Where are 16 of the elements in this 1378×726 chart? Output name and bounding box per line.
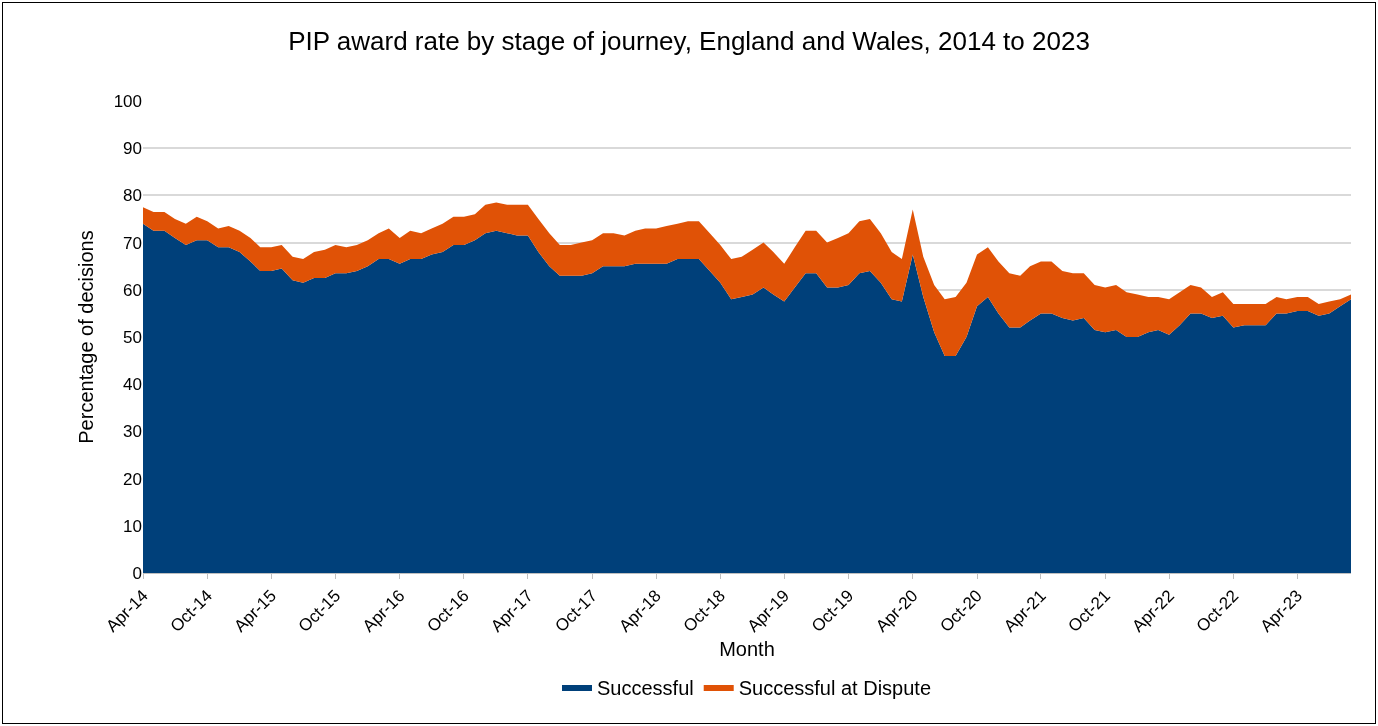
y-tick-label: 10 [123,516,142,536]
chart-title: PIP award rate by stage of journey, England and Wales, 2014 to 2023 [288,26,1090,56]
y-tick-label: 80 [123,186,142,206]
x-axis-title: Month [719,637,775,660]
y-axis-title: Percentage of decisions [75,230,97,444]
y-tick-label: 100 [113,91,142,111]
y-tick-label: 90 [123,139,142,159]
y-tick-label: 20 [123,469,142,489]
y-tick-label: 30 [123,422,142,442]
y-tick-label: 40 [123,375,142,395]
y-tick-label: 70 [123,233,142,253]
legend-label: Successful [597,676,694,699]
legend-label: Successful at Dispute [738,676,932,699]
y-tick-label: 60 [123,280,142,300]
y-tick-label: 0 [132,563,142,583]
y-tick-label: 50 [123,327,142,347]
